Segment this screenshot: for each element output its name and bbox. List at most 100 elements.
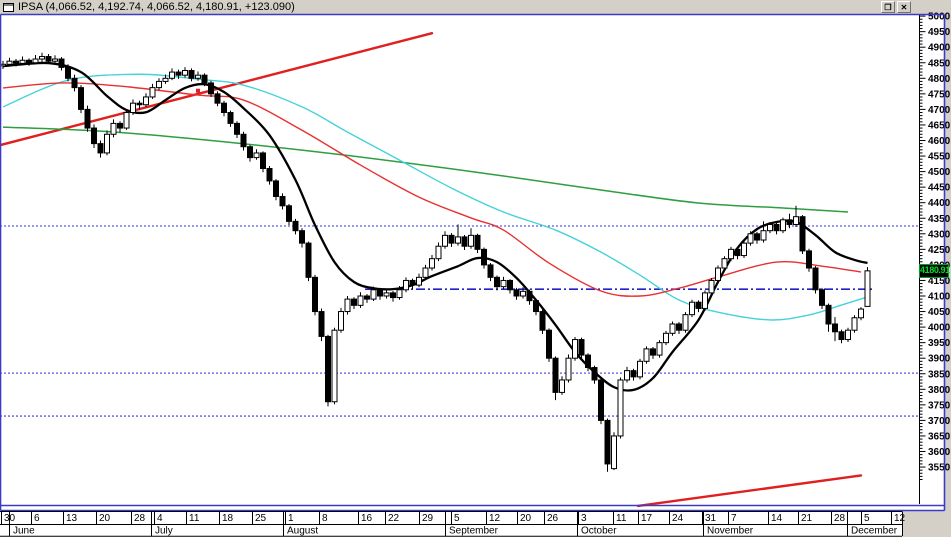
candle (806, 248, 812, 272)
trendline[interactable] (0, 32, 434, 147)
candle (422, 264, 429, 280)
window-titlebar[interactable]: IPSA (4,066.52, 4,192.74, 4,066.52, 4,18… (0, 0, 951, 14)
restore-icon: ❐ (884, 2, 892, 12)
candle (741, 240, 747, 259)
candle (643, 346, 650, 364)
candle (279, 193, 286, 210)
week-label: 3 (581, 513, 587, 524)
trendline[interactable] (636, 474, 863, 508)
candle (318, 308, 325, 342)
candle (6, 57, 13, 66)
week-label: 16 (361, 513, 373, 524)
candle (793, 205, 799, 227)
candle (728, 246, 734, 262)
candle (695, 300, 702, 313)
candle (507, 279, 513, 294)
week-label: 8 (322, 513, 328, 524)
candle (611, 432, 617, 471)
y-axis-label: 4500 (928, 167, 951, 178)
week-label: 12 (489, 513, 501, 524)
close-button[interactable]: ✕ (897, 1, 911, 13)
candle (143, 93, 149, 107)
candle (708, 277, 715, 296)
y-axis-label: 4550 (928, 152, 951, 163)
candle (396, 286, 403, 300)
month-label: August (287, 526, 318, 537)
candle (474, 233, 481, 254)
candle (130, 99, 136, 115)
y-axis-label: 5000 (928, 12, 951, 23)
candle (234, 121, 240, 139)
frame-gap (0, 506, 944, 510)
week-label: 20 (99, 513, 111, 524)
candle (799, 215, 806, 255)
y-axis-label: 3750 (928, 400, 951, 411)
candle (513, 287, 520, 300)
y-axis-label: 4950 (928, 27, 951, 38)
ma-black-line[interactable] (2, 61, 868, 392)
candle (416, 273, 422, 288)
signal-marker (196, 88, 200, 93)
candle (812, 266, 819, 294)
y-axis-label: 4750 (928, 89, 951, 100)
week-label: 17 (641, 513, 653, 524)
candle (481, 247, 487, 269)
candle (864, 267, 871, 307)
candle (825, 303, 832, 332)
candle (539, 309, 546, 334)
week-label: 6 (34, 513, 40, 524)
candle (312, 274, 318, 316)
candle (630, 368, 637, 381)
candle (845, 327, 851, 343)
ma-green-line[interactable] (2, 126, 849, 213)
candle (851, 315, 858, 333)
candle (747, 231, 754, 246)
last-price-badge: 4180.91 (919, 264, 950, 279)
candle (65, 64, 71, 82)
candle (370, 286, 377, 301)
candle (455, 224, 461, 246)
y-axis-label: 4450 (928, 183, 951, 194)
candle (559, 376, 565, 395)
candle (175, 69, 182, 79)
candle (650, 347, 656, 359)
axis-corner (902, 511, 951, 537)
candle (390, 291, 396, 302)
candle (780, 217, 786, 234)
candle (266, 166, 273, 185)
y-axis-label: 4900 (928, 43, 951, 54)
week-label: 1 (288, 513, 294, 524)
candle (533, 299, 539, 316)
candle (156, 78, 162, 91)
y-axis-label: 3550 (928, 463, 951, 474)
restore-button[interactable]: ❐ (881, 1, 895, 13)
week-label: 28 (134, 513, 146, 524)
candle (273, 179, 279, 201)
y-axis-label: 3900 (928, 354, 951, 365)
candle (409, 278, 416, 290)
y-axis-label: 4850 (928, 58, 951, 69)
week-label: 7 (731, 513, 737, 524)
candle (71, 74, 78, 92)
week-label: 21 (801, 513, 813, 524)
candle (858, 307, 864, 321)
candle (286, 203, 292, 226)
y-axis-label: 4650 (928, 120, 951, 131)
month-label: June (13, 526, 35, 537)
candle (682, 312, 689, 333)
candle (487, 263, 494, 282)
candle (604, 418, 611, 472)
week-label: 29 (422, 513, 434, 524)
candle (110, 119, 117, 138)
candle (221, 100, 227, 117)
candle (78, 85, 84, 114)
candle (195, 71, 201, 81)
week-label: 13 (66, 513, 78, 524)
y-axis-label: 3950 (928, 338, 951, 349)
week-label: 11 (616, 513, 627, 524)
window-menu-icon[interactable] (3, 2, 14, 12)
candle (760, 221, 767, 243)
candle (84, 105, 91, 132)
